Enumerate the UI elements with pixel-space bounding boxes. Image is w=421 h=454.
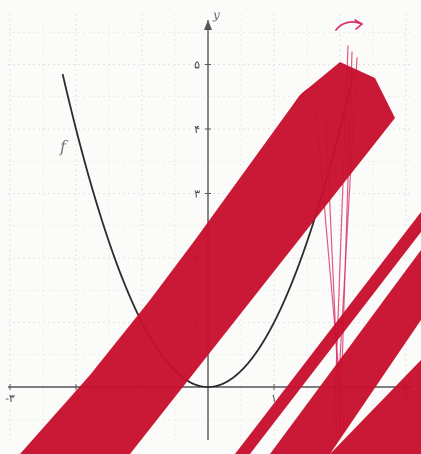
series-label: f [59,137,69,156]
watermark-shape [235,212,421,454]
pen-arrow-icon [335,21,363,31]
y-tick-label: ۵ [194,59,200,72]
x-tick-label: -۳ [5,392,15,405]
y-axis-arrow-icon [204,20,212,30]
series-line [61,73,355,388]
pen-arrow-icon [354,19,363,30]
watermark-shape [330,360,421,454]
watermark [20,62,421,454]
x-tick-label: ۱ [271,392,277,405]
series-layer [61,73,355,388]
y-axis-label: y [212,8,220,22]
y-tick-label: ۴ [194,123,200,136]
watermark-shape [20,62,395,454]
y-tick-label: ۳ [194,188,200,201]
watermark-shape [270,250,421,454]
